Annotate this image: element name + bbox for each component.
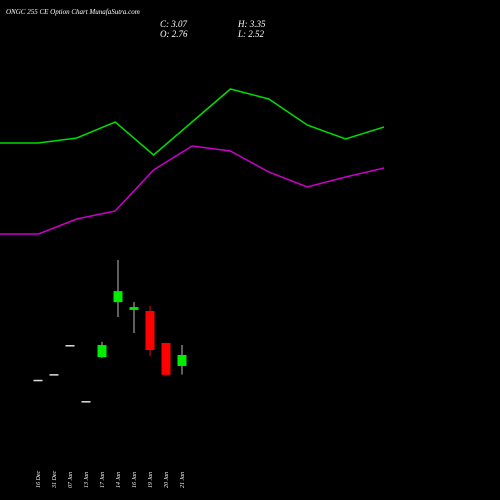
x-tick-label: 31 Dec [52,471,58,489]
ohlc-label: H: 3.35 [237,19,266,29]
x-tick-label: 16 Jan [132,472,138,488]
candle-body [49,374,59,376]
candle-body [113,291,123,303]
indicator-line [0,145,385,235]
x-tick-label: 13 Jan [84,472,90,488]
candle-body [97,345,107,358]
x-tick-label: 14 Jan [115,472,122,488]
x-tick-label: 21 Jan [180,472,186,488]
x-tick-label: 19 Jan [148,472,154,488]
candle-body [65,345,75,347]
indicator-line [0,88,385,156]
candle-body [129,307,139,310]
x-tick-label: 16 Dec [36,471,42,488]
candle-body [33,379,43,382]
candle-body [145,310,155,350]
ohlc-label: C: 3.07 [160,19,188,29]
ohlc-label: L: 2.52 [237,29,265,39]
x-tick-label: 17 Jan [100,472,106,488]
ohlc-label: O: 2.76 [160,29,188,39]
x-tick-label: 20 Jan [164,472,170,488]
x-tick-label: 07 Jan [68,472,74,488]
candle-body [161,342,171,375]
candle-body [177,354,187,366]
candle-body [81,401,91,403]
chart-title: ONGC 255 CE Option Chart MunafaSutra.com [6,8,140,16]
